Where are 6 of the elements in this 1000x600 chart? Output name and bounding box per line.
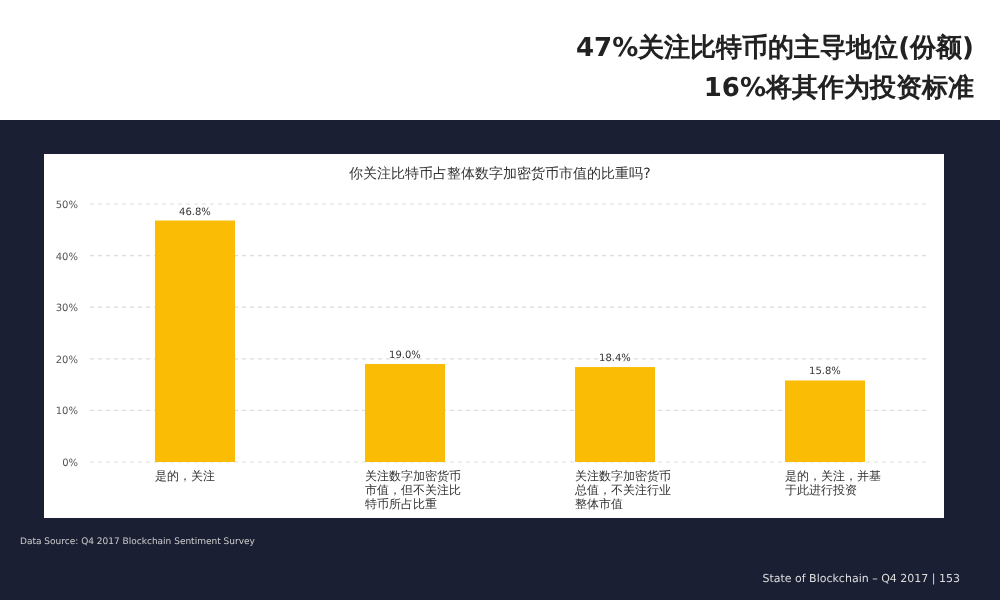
bar: [155, 220, 235, 462]
text: 16%将其作为投资标准: [703, 72, 974, 104]
bar: [575, 367, 655, 462]
text: 47%关注比特币的主导地位(份额): [576, 32, 974, 64]
bar: [365, 363, 445, 462]
bar: [785, 380, 865, 462]
